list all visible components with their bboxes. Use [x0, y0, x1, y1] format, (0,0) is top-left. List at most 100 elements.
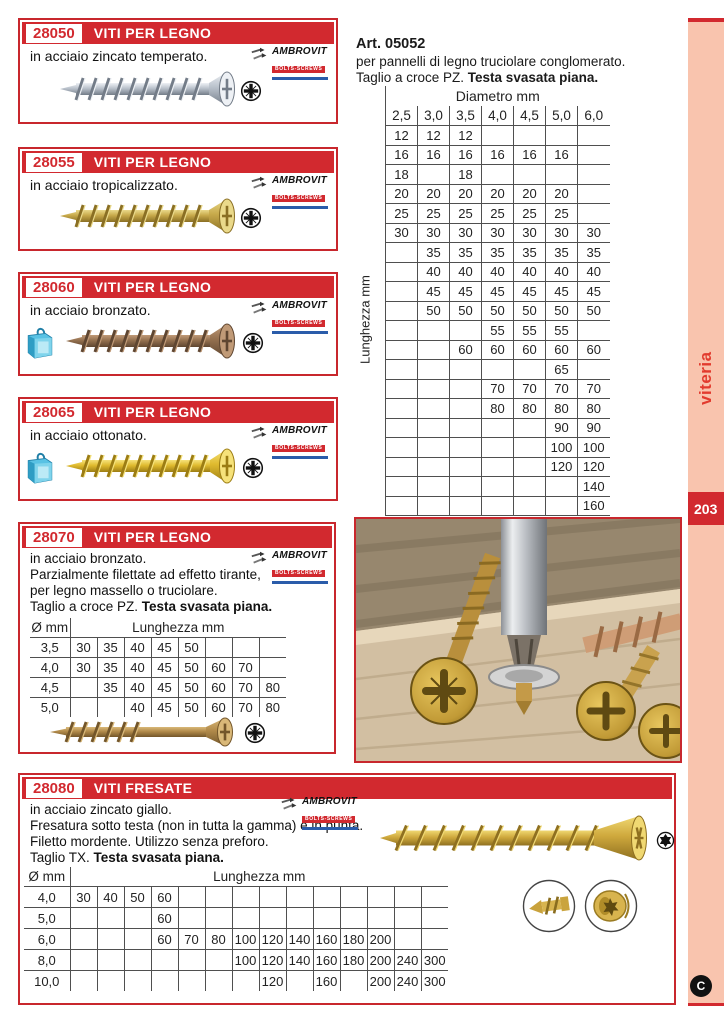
size-cell: [231, 637, 259, 658]
product-description: in acciaio ottonato.: [30, 427, 147, 443]
size-cell: [449, 476, 482, 496]
size-cell: [449, 495, 482, 516]
size-cell: 16: [513, 144, 546, 165]
size-cell: [513, 125, 546, 145]
size-cell: [123, 949, 151, 971]
size-cell: 25: [385, 203, 418, 223]
cut-type-text: Taglio a croce PZ.: [30, 599, 142, 614]
size-cell: 180: [339, 928, 367, 950]
screw-head-detail-circle: [584, 879, 639, 939]
brand-name: AMBROVIT: [302, 796, 357, 807]
size-cell: [545, 125, 578, 145]
size-cell: 50: [513, 300, 546, 321]
size-cell: 40: [577, 261, 610, 282]
size-cell: [385, 495, 418, 516]
pozidriv-recess-icon: [240, 207, 262, 234]
size-cell: [449, 437, 482, 457]
size-cell: 60: [150, 928, 178, 950]
size-cell: [385, 261, 418, 282]
torx-recess-icon: [656, 831, 675, 855]
cut-type-text: Taglio TX.: [30, 850, 94, 865]
logo-screws-icon: [281, 797, 297, 810]
size-cell: 25: [449, 203, 482, 223]
product-description-line2: Parzialmente filettate ad effetto tirant…: [30, 567, 261, 582]
size-cell: 18: [385, 164, 418, 184]
size-cell: 35: [513, 242, 546, 262]
size-cell: [417, 476, 450, 496]
section-tab-viteria: viteria: [696, 351, 715, 405]
size-cell: [481, 456, 514, 477]
size-cell: [123, 928, 151, 950]
product-title: VITI PER LEGNO: [93, 154, 212, 170]
head-type-text: Testa svasata piana.: [141, 599, 273, 614]
product-title: VITI PER LEGNO: [93, 404, 212, 420]
size-cell: 35: [96, 637, 124, 658]
size-cell: 140: [285, 928, 313, 950]
size-cell: 16: [545, 144, 578, 165]
size-cell: [513, 495, 546, 516]
product-cut-type: Taglio TX. Testa svasata piana.: [30, 850, 224, 867]
size-cell: 30: [545, 222, 578, 243]
size-cell: [69, 949, 97, 971]
size-cell: 40: [513, 261, 546, 282]
size-cell: [285, 886, 313, 908]
size-cell: [417, 437, 450, 457]
size-cell: [481, 476, 514, 496]
size-cell: 50: [417, 300, 450, 321]
size-cell: [577, 164, 610, 184]
row-label: 4,0: [24, 886, 70, 908]
size-cell: [385, 398, 418, 418]
size-cell: 20: [481, 183, 514, 204]
size-cell: [417, 398, 450, 418]
size-cell: [385, 339, 418, 360]
size-cell: 200: [366, 970, 394, 991]
size-cell: 100: [231, 949, 259, 971]
size-cell: 50: [123, 886, 151, 908]
size-cell: [481, 359, 514, 379]
length-axis-label: Lunghezza mm: [357, 275, 373, 365]
product-title: VITI PER LEGNO: [93, 529, 212, 545]
product-code: 28070: [26, 527, 82, 547]
size-cell: 80: [204, 928, 232, 950]
size-cell: [417, 339, 450, 360]
size-cell: [96, 928, 124, 950]
size-cell: [312, 886, 340, 908]
product-description-line3: Filetto mordente. Utilizzo senza preforo…: [30, 834, 269, 849]
size-cell: [231, 970, 259, 991]
size-cell: [545, 476, 578, 496]
size-cell: [285, 970, 313, 991]
size-cell: 70: [481, 378, 514, 399]
brand-name: AMBROVIT: [272, 550, 327, 561]
size-cell: [577, 183, 610, 204]
size-cell: [420, 928, 448, 950]
product-box-28080: 28080 VITI FRESATE in acciaio zincato gi…: [18, 773, 676, 1005]
size-cell: [69, 928, 97, 950]
row-label: 3,5: [30, 637, 70, 658]
size-cell: 12: [417, 125, 450, 145]
size-cell: [385, 417, 418, 438]
product-code: 28055: [26, 152, 82, 172]
size-cell: 40: [96, 886, 124, 908]
product-description: in acciaio tropicalizzato.: [30, 177, 178, 193]
size-cell: [545, 495, 578, 516]
size-cell: [513, 164, 546, 184]
size-cell: 160: [312, 970, 340, 991]
product-description-line1: in acciaio zincato giallo.: [30, 802, 172, 817]
size-cell: [150, 949, 178, 971]
size-cell: 30: [69, 886, 97, 908]
size-cell: 35: [96, 657, 124, 678]
size-cell: 50: [449, 300, 482, 321]
size-cell: [177, 949, 205, 971]
size-cell: [312, 907, 340, 929]
size-cell: 100: [231, 928, 259, 950]
size-cell: 300: [420, 970, 448, 991]
partial-thread-size-table: Ø mm Lunghezza mm 3,5 30 35 40 45 50 4,0 30 35 40 45…: [30, 618, 286, 717]
size-cell: 80: [545, 398, 578, 418]
size-cell: 55: [481, 320, 514, 340]
product-box-28055: 28055 VITI PER LEGNO in acciaio tropical…: [18, 147, 338, 251]
size-cell: [385, 456, 418, 477]
brand-name: AMBROVIT: [272, 300, 327, 311]
ambrovit-logo: AMBROVIT BOLTS-SCREWS: [280, 797, 358, 830]
size-cell: 180: [339, 949, 367, 971]
size-cell: 25: [417, 203, 450, 223]
